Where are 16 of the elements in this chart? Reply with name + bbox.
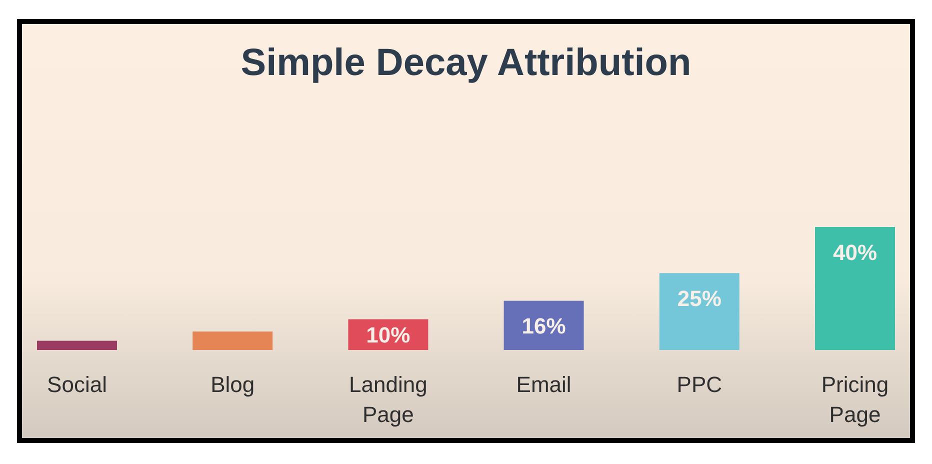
chart-title: Simple Decay Attribution xyxy=(240,42,692,84)
x-tick-label: Social xyxy=(47,372,107,397)
bar xyxy=(659,273,740,350)
x-tick-label: Blog xyxy=(210,372,255,397)
bar xyxy=(192,332,273,350)
data-label: 40% xyxy=(832,240,878,265)
data-label: 10% xyxy=(366,322,410,348)
x-tick-label: PPC xyxy=(676,372,722,397)
x-tick-label: Email xyxy=(516,372,572,397)
bar xyxy=(504,300,584,350)
bar xyxy=(37,340,117,350)
data-label: 25% xyxy=(677,286,722,312)
data-label: 16% xyxy=(522,313,566,338)
x-tick-label: Landing Page xyxy=(349,372,428,427)
bar xyxy=(815,227,895,350)
x-tick-label: Pricing Page xyxy=(821,372,889,427)
